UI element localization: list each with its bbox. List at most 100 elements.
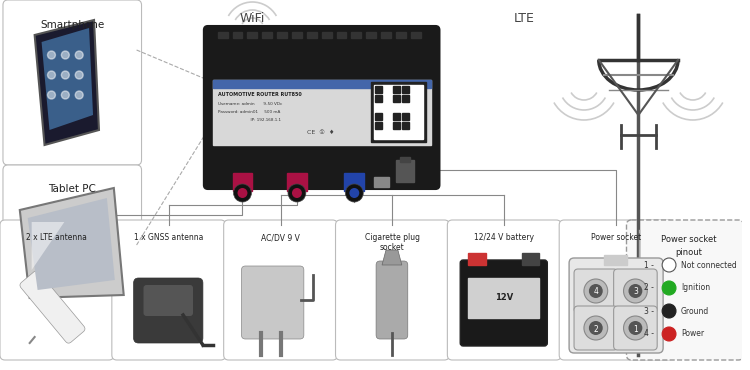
FancyBboxPatch shape xyxy=(134,278,203,343)
Circle shape xyxy=(75,51,83,59)
FancyBboxPatch shape xyxy=(143,285,193,316)
Polygon shape xyxy=(34,20,99,145)
Bar xyxy=(232,173,253,191)
Polygon shape xyxy=(32,222,64,270)
Bar xyxy=(213,80,430,145)
Text: pinout: pinout xyxy=(676,248,702,257)
Bar xyxy=(402,113,409,120)
Circle shape xyxy=(662,258,676,272)
Text: AUTOMOTIVE ROUTER RUT850: AUTOMOTIVE ROUTER RUT850 xyxy=(217,92,302,97)
Bar xyxy=(375,122,382,129)
Text: 4 -: 4 - xyxy=(644,330,654,339)
Circle shape xyxy=(62,51,69,59)
FancyBboxPatch shape xyxy=(376,261,408,339)
Bar xyxy=(393,113,400,120)
Bar xyxy=(371,82,425,142)
Bar xyxy=(468,278,539,318)
Circle shape xyxy=(662,327,676,341)
Text: 2 x LTE antenna: 2 x LTE antenna xyxy=(26,233,87,242)
Circle shape xyxy=(47,51,56,59)
Circle shape xyxy=(62,91,69,99)
Bar xyxy=(374,85,422,139)
Circle shape xyxy=(584,279,608,303)
Bar xyxy=(262,32,272,38)
Bar xyxy=(213,80,430,88)
Bar xyxy=(292,32,302,38)
Bar xyxy=(278,32,287,38)
Circle shape xyxy=(62,71,69,79)
Text: Smartphone: Smartphone xyxy=(40,20,104,30)
Text: Power: Power xyxy=(681,330,704,339)
Bar xyxy=(393,86,400,93)
Bar xyxy=(381,32,391,38)
FancyBboxPatch shape xyxy=(242,266,304,339)
FancyBboxPatch shape xyxy=(460,260,548,346)
FancyBboxPatch shape xyxy=(3,165,142,315)
Circle shape xyxy=(346,184,363,202)
Text: 2: 2 xyxy=(593,324,598,333)
Bar xyxy=(393,122,400,129)
FancyBboxPatch shape xyxy=(3,0,142,165)
Circle shape xyxy=(75,71,83,79)
Bar xyxy=(232,32,242,38)
Text: 12/24 V battery: 12/24 V battery xyxy=(474,233,534,242)
Circle shape xyxy=(589,284,603,298)
Bar xyxy=(400,157,410,162)
Polygon shape xyxy=(20,188,124,298)
Circle shape xyxy=(662,304,676,318)
Circle shape xyxy=(628,321,642,335)
FancyBboxPatch shape xyxy=(0,220,114,360)
Text: 3 -: 3 - xyxy=(644,306,654,316)
Text: 1: 1 xyxy=(633,324,638,333)
Bar xyxy=(375,86,382,93)
Text: 4: 4 xyxy=(593,287,598,296)
Text: 1 -: 1 - xyxy=(644,260,654,269)
Bar xyxy=(402,122,409,129)
Text: Power socket: Power socket xyxy=(591,233,641,242)
Bar xyxy=(374,177,389,187)
Bar xyxy=(521,253,539,265)
Bar xyxy=(248,32,257,38)
Bar xyxy=(307,32,316,38)
Circle shape xyxy=(628,284,642,298)
Bar xyxy=(375,95,382,102)
FancyBboxPatch shape xyxy=(20,271,85,343)
Polygon shape xyxy=(28,198,115,290)
Circle shape xyxy=(47,71,56,79)
Bar xyxy=(393,95,400,102)
FancyBboxPatch shape xyxy=(447,220,561,360)
Text: CE  ①  ♦: CE ① ♦ xyxy=(307,130,334,135)
Text: WiFi: WiFi xyxy=(240,12,265,25)
Text: Not connected: Not connected xyxy=(681,260,736,269)
Text: 2 -: 2 - xyxy=(644,283,654,293)
Bar xyxy=(375,113,382,120)
Circle shape xyxy=(350,188,359,198)
Circle shape xyxy=(288,184,306,202)
Text: Ground: Ground xyxy=(681,306,710,316)
Text: IP: 192.168.1.1: IP: 192.168.1.1 xyxy=(217,118,280,122)
Circle shape xyxy=(623,279,647,303)
FancyBboxPatch shape xyxy=(335,220,449,360)
Circle shape xyxy=(233,184,251,202)
Bar xyxy=(411,32,421,38)
Circle shape xyxy=(292,188,302,198)
FancyBboxPatch shape xyxy=(224,220,338,360)
Bar xyxy=(344,173,364,191)
Circle shape xyxy=(623,316,647,340)
Text: Cigarette plug
socket: Cigarette plug socket xyxy=(365,233,420,252)
Circle shape xyxy=(238,188,248,198)
FancyBboxPatch shape xyxy=(614,306,657,350)
Bar xyxy=(468,253,486,265)
FancyBboxPatch shape xyxy=(112,220,226,360)
FancyBboxPatch shape xyxy=(569,258,663,353)
FancyBboxPatch shape xyxy=(560,220,673,360)
Text: Username: admin       9-50 VDc: Username: admin 9-50 VDc xyxy=(217,102,282,106)
Bar xyxy=(287,173,307,191)
FancyBboxPatch shape xyxy=(204,26,440,189)
FancyBboxPatch shape xyxy=(574,306,617,350)
Bar xyxy=(217,32,228,38)
Bar xyxy=(351,32,361,38)
Text: 3: 3 xyxy=(633,287,638,296)
Circle shape xyxy=(589,321,603,335)
Text: Password: admin01     500 mA: Password: admin01 500 mA xyxy=(217,110,280,114)
